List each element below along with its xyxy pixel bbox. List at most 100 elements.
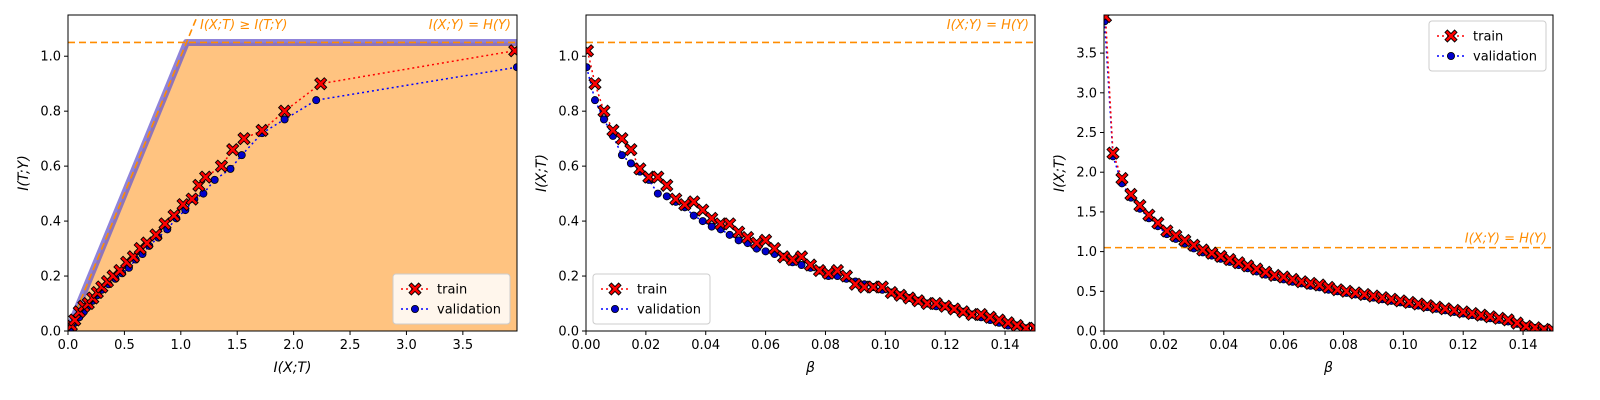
train-point	[1106, 146, 1120, 160]
train-legend-marker	[608, 282, 622, 296]
train-point	[1528, 321, 1542, 331]
y-axis-label: I(T;Y)	[16, 155, 32, 191]
validation-point	[617, 151, 626, 160]
x-tick-label: 2.5	[340, 338, 361, 353]
validation-point	[725, 230, 734, 239]
y-tick-label: 0.0	[558, 325, 579, 340]
axes-frame	[1103, 14, 1554, 332]
train-legend-marker	[408, 282, 422, 296]
validation-point	[698, 217, 707, 226]
x-tick-label: 0.04	[691, 338, 720, 353]
validation-legend-marker	[1447, 52, 1456, 61]
y-tick-label: 0.6	[40, 160, 61, 175]
legend-box	[392, 273, 511, 325]
y-tick-label: 0.8	[558, 105, 579, 120]
validation-point	[210, 175, 219, 184]
train-point	[1537, 322, 1551, 331]
x-tick-label: 0.04	[1209, 338, 1238, 353]
train-point	[140, 236, 154, 250]
plot-area	[68, 15, 517, 331]
y-tick-label: 0.4	[558, 215, 579, 230]
validation-point	[599, 115, 608, 124]
train-point	[1124, 187, 1138, 202]
y-tick-label: 1.0	[1076, 245, 1097, 260]
y-tick-label: 2.0	[1076, 166, 1097, 181]
train-legend-label: train	[437, 283, 467, 298]
train-point	[624, 143, 638, 157]
validation-point	[312, 96, 321, 105]
train-point	[597, 104, 611, 118]
train-point	[586, 44, 595, 58]
validation-point	[734, 236, 743, 245]
x-tick-label: 3.5	[453, 338, 474, 353]
train-point	[149, 228, 163, 242]
train-point	[508, 44, 517, 58]
x-tick-label: 3.0	[396, 338, 417, 353]
validation-point	[513, 63, 517, 72]
x-tick-label: 0.5	[114, 338, 135, 353]
validation-point	[653, 189, 662, 198]
validation-legend-marker	[410, 304, 419, 313]
validation-point	[797, 261, 806, 270]
train-point	[314, 77, 328, 91]
train-markers	[1104, 15, 1553, 331]
legend: train validation	[392, 273, 511, 325]
entropy-line-label: I(X;Y) = H(Y)	[429, 18, 511, 33]
y-tick-label: 0.0	[40, 325, 61, 340]
train-point	[226, 143, 240, 157]
y-tick-label: 0.2	[558, 270, 579, 285]
y-tick-label: 0.2	[40, 270, 61, 285]
x-tick-label: 0.12	[931, 338, 960, 353]
train-point	[615, 132, 629, 146]
x-tick-label: 0.06	[1269, 338, 1298, 353]
train-point	[255, 123, 269, 138]
x-axis-label: β	[1323, 360, 1333, 376]
x-tick-label: 0.10	[1389, 338, 1418, 353]
validation-point	[590, 96, 599, 105]
x-axis-label: I(X;T)	[274, 360, 312, 376]
train-point	[1104, 15, 1113, 24]
y-tick-label: 0.4	[40, 215, 61, 230]
y-tick-label: 1.0	[40, 50, 61, 65]
legend: train validation	[1428, 20, 1547, 72]
validation-point	[707, 222, 716, 231]
x-tick-label: 0.08	[1329, 338, 1358, 353]
x-tick-label: 2.0	[283, 338, 304, 353]
train-point	[785, 252, 800, 267]
y-tick-label: 2.5	[1076, 126, 1097, 141]
x-tick-label: 0.12	[1449, 338, 1478, 353]
train-point	[678, 197, 692, 212]
train-point	[214, 159, 229, 173]
diagonal-bound-label: I(X;T) ≥ I(T;Y)	[200, 18, 287, 33]
validation-legend-label: validation	[1473, 50, 1537, 65]
train-point	[68, 313, 82, 327]
validation-legend-label: validation	[437, 303, 501, 318]
validation-point	[226, 164, 235, 173]
train-point	[167, 208, 181, 223]
train-point	[1115, 171, 1129, 186]
panel-middle: I(X;Y) = H(Y) 0.00 0.02 0.04 0.06 0.08 0.10 0.1…	[534, 14, 1036, 376]
validation-point	[689, 211, 698, 220]
train-point	[588, 77, 602, 91]
x-tick-label: 0.02	[631, 338, 660, 353]
legend-box	[592, 273, 711, 325]
y-axis-label: I(X;T)	[1052, 154, 1068, 192]
x-tick-label: 0.14	[991, 338, 1020, 353]
validation-point	[761, 247, 770, 256]
train-point	[1028, 321, 1035, 331]
y-tick-label: 3.0	[1076, 86, 1097, 101]
plot-area	[1104, 15, 1553, 331]
validation-point	[280, 115, 289, 124]
validation-point	[586, 63, 591, 72]
train-markers	[586, 44, 1035, 331]
y-tick-label: 0.5	[1076, 285, 1097, 300]
y-tick-label: 0.6	[558, 160, 579, 175]
x-tick-label: 1.0	[170, 338, 191, 353]
y-tick-label: 1.5	[1076, 205, 1097, 220]
train-legend-label: train	[1473, 30, 1503, 45]
y-tick-label: 1.0	[558, 50, 579, 65]
feasible-region	[68, 42, 517, 331]
train-point	[158, 217, 172, 231]
axes-frame	[67, 14, 518, 332]
entropy-line-label: I(X;Y) = H(Y)	[1465, 232, 1547, 247]
